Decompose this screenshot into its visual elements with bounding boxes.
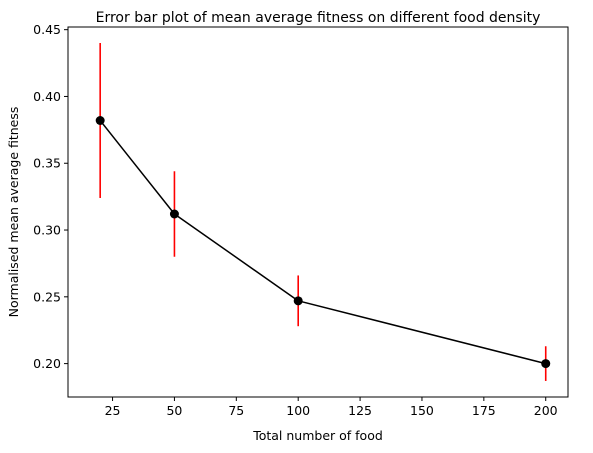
x-tick-label: 200 xyxy=(534,403,558,418)
y-tick-label: 0.35 xyxy=(33,156,61,171)
data-point xyxy=(541,359,551,369)
y-tick-label: 0.45 xyxy=(33,22,61,37)
plot-frame xyxy=(67,26,569,398)
y-tick-label: 0.30 xyxy=(33,223,61,238)
x-tick-label: 50 xyxy=(166,403,182,418)
chart-title: Error bar plot of mean average fitness o… xyxy=(96,10,541,26)
x-tick-label: 25 xyxy=(105,403,121,418)
data-point xyxy=(169,209,179,219)
x-axis-label: Total number of food xyxy=(252,428,383,443)
series-line xyxy=(99,120,546,365)
series-layer xyxy=(95,43,551,381)
y-tick-label: 0.25 xyxy=(33,289,61,304)
y-tick-label: 0.40 xyxy=(33,89,61,104)
y-axis: 0.20 0.25 0.30 0.35 0.40 0.45 xyxy=(33,22,68,371)
x-tick-label: 100 xyxy=(286,403,310,418)
y-tick-label: 0.20 xyxy=(33,356,61,371)
x-tick-label: 125 xyxy=(348,403,372,418)
x-tick-label: 150 xyxy=(410,403,434,418)
x-tick-label: 75 xyxy=(228,403,244,418)
x-tick-label: 175 xyxy=(472,403,496,418)
data-point xyxy=(95,116,105,126)
data-point xyxy=(293,296,303,306)
x-axis: 25 50 75 100 125 150 175 200 xyxy=(105,397,558,418)
y-axis-label: Normalised mean average fitness xyxy=(6,107,21,318)
